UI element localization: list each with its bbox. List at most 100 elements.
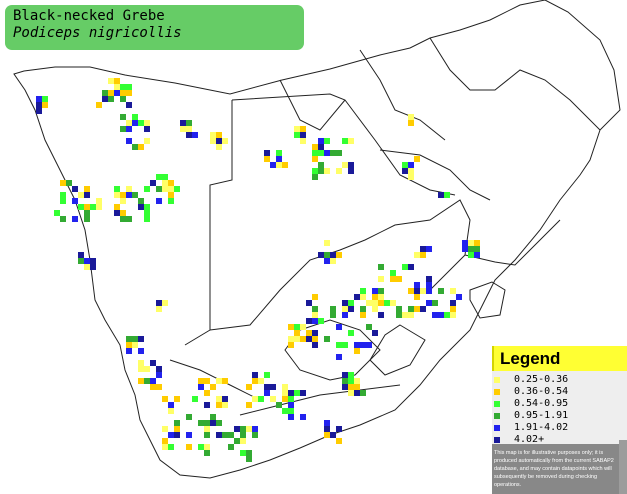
occupancy-cell	[318, 168, 324, 174]
occupancy-cell	[468, 240, 474, 246]
occupancy-cell	[54, 210, 60, 216]
occupancy-cell	[126, 90, 132, 96]
occupancy-cell	[342, 138, 348, 144]
occupancy-cell	[324, 240, 330, 246]
occupancy-cell	[198, 444, 204, 450]
occupancy-cell	[234, 426, 240, 432]
occupancy-cell	[252, 432, 258, 438]
legend-swatch	[494, 401, 500, 407]
occupancy-cell	[330, 258, 336, 264]
occupancy-cell	[372, 300, 378, 306]
occupancy-cell	[348, 168, 354, 174]
occupancy-cell	[150, 384, 156, 390]
occupancy-cell	[378, 300, 384, 306]
occupancy-cell	[204, 420, 210, 426]
occupancy-cell	[222, 396, 228, 402]
occupancy-cell	[216, 402, 222, 408]
occupancy-cell	[294, 132, 300, 138]
occupancy-cell	[348, 378, 354, 384]
occupancy-cell	[414, 306, 420, 312]
occupancy-cell	[132, 144, 138, 150]
occupancy-cell	[330, 312, 336, 318]
occupancy-cell	[126, 138, 132, 144]
occupancy-cell	[90, 264, 96, 270]
occupancy-cell	[186, 120, 192, 126]
occupancy-cell	[84, 192, 90, 198]
occupancy-cell	[96, 204, 102, 210]
occupancy-cell	[252, 378, 258, 384]
occupancy-cell	[36, 96, 42, 102]
occupancy-cell	[306, 318, 312, 324]
occupancy-cell	[126, 186, 132, 192]
occupancy-cell	[204, 402, 210, 408]
occupancy-cell	[288, 342, 294, 348]
occupancy-cell	[228, 432, 234, 438]
occupancy-cell	[126, 348, 132, 354]
species-title-box: Black-necked Grebe Podiceps nigricollis	[5, 5, 304, 50]
occupancy-cell	[60, 216, 66, 222]
occupancy-cell	[300, 324, 306, 330]
occupancy-cell	[228, 444, 234, 450]
occupancy-cell	[390, 300, 396, 306]
occupancy-cell	[126, 342, 132, 348]
occupancy-cell	[114, 186, 120, 192]
occupancy-cell	[342, 384, 348, 390]
occupancy-cell	[126, 84, 132, 90]
occupancy-cell	[66, 180, 72, 186]
occupancy-cell	[324, 432, 330, 438]
occupancy-cell	[186, 132, 192, 138]
occupancy-cell	[420, 288, 426, 294]
occupancy-cell	[312, 306, 318, 312]
occupancy-cell	[342, 306, 348, 312]
occupancy-cell	[342, 312, 348, 318]
occupancy-cell	[60, 180, 66, 186]
occupancy-cell	[354, 342, 360, 348]
occupancy-cell	[444, 312, 450, 318]
occupancy-cell	[456, 294, 462, 300]
occupancy-cell	[174, 396, 180, 402]
occupancy-cell	[216, 432, 222, 438]
occupancy-cell	[360, 306, 366, 312]
occupancy-cell	[474, 246, 480, 252]
occupancy-cell	[324, 336, 330, 342]
occupancy-cell	[468, 252, 474, 258]
occupancy-cell	[114, 84, 120, 90]
occupancy-cell	[252, 426, 258, 432]
occupancy-cell	[192, 396, 198, 402]
occupancy-cell	[402, 168, 408, 174]
occupancy-cell	[276, 402, 282, 408]
occupancy-cell	[162, 426, 168, 432]
occupancy-cell	[216, 132, 222, 138]
occupancy-cell	[276, 156, 282, 162]
occupancy-cell	[402, 264, 408, 270]
occupancy-cell	[354, 294, 360, 300]
occupancy-cell	[78, 192, 84, 198]
scrollbar-thumb[interactable]	[619, 440, 627, 494]
occupancy-cell	[336, 324, 342, 330]
occupancy-cell	[60, 198, 66, 204]
occupancy-cell	[414, 288, 420, 294]
occupancy-cell	[120, 96, 126, 102]
occupancy-cell	[114, 192, 120, 198]
occupancy-cell	[204, 390, 210, 396]
occupancy-cell	[276, 150, 282, 156]
occupancy-cell	[162, 438, 168, 444]
occupancy-cell	[282, 396, 288, 402]
disclaimer-text: This map is for illustrative purposes on…	[494, 450, 614, 488]
occupancy-cell	[360, 390, 366, 396]
occupancy-cell	[330, 306, 336, 312]
legend-list: 0.25-0.36 0.36-0.54 0.54-0.95 0.95-1.91 1.91…	[492, 371, 627, 446]
occupancy-cell	[210, 384, 216, 390]
occupancy-cell	[138, 204, 144, 210]
occupancy-cell	[246, 402, 252, 408]
occupancy-cell	[186, 414, 192, 420]
occupancy-cell	[96, 102, 102, 108]
occupancy-cell	[252, 396, 258, 402]
occupancy-cell	[330, 150, 336, 156]
occupancy-cell	[168, 180, 174, 186]
occupancy-cell	[84, 264, 90, 270]
occupancy-cell	[246, 384, 252, 390]
occupancy-cell	[60, 192, 66, 198]
occupancy-cell	[102, 90, 108, 96]
occupancy-cell	[126, 192, 132, 198]
